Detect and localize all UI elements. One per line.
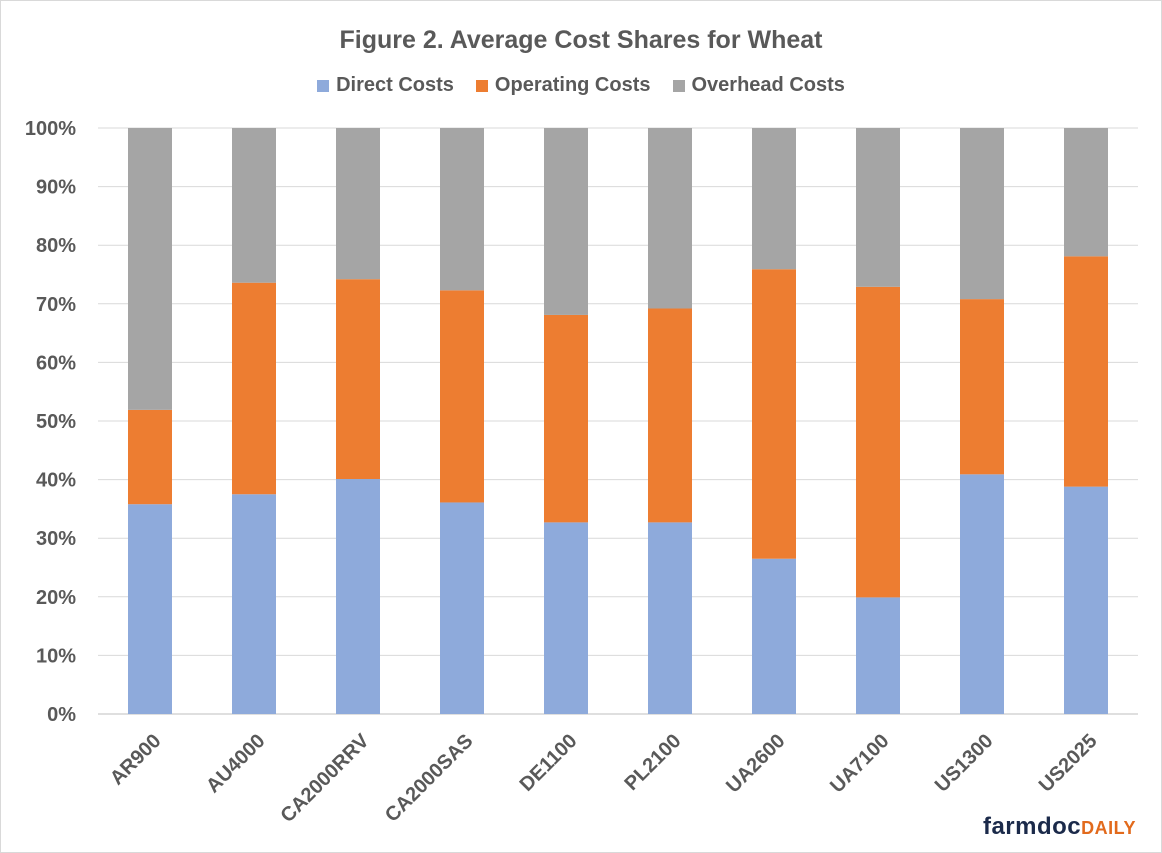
bar-overhead-costs-de1100: [544, 128, 588, 315]
x-tick-label: UA7100: [826, 730, 893, 797]
bar-direct-costs-us1300: [960, 474, 1004, 714]
chart-legend: Direct Costs Operating Costs Overhead Co…: [0, 74, 1162, 97]
bar-operating-costs-ua2600: [752, 269, 796, 559]
legend-item-operating-costs: Operating Costs: [475, 74, 651, 97]
bar-operating-costs-ca2000rrv: [336, 279, 380, 480]
bar-overhead-costs-ca2000sas: [440, 128, 484, 291]
x-tick-label: US2025: [1035, 730, 1102, 797]
x-tick-label: CA2000SAS: [381, 730, 478, 827]
y-tick-label: 100%: [25, 118, 76, 140]
x-tick-label: CA2000RRV: [276, 730, 374, 828]
farmdoc-daily-logo: farmdocDAILY: [983, 813, 1136, 841]
legend-item-overhead-costs: Overhead Costs: [672, 74, 845, 97]
bar-overhead-costs-ar900: [128, 128, 172, 410]
y-tick-label: 0%: [47, 704, 76, 726]
bar-direct-costs-au4000: [232, 494, 276, 714]
legend-swatch-operating-costs: [475, 79, 488, 92]
chart-title: Figure 2. Average Cost Shares for Wheat: [339, 26, 823, 54]
bar-direct-costs-ca2000rrv: [336, 479, 380, 714]
bar-operating-costs-de1100: [544, 314, 588, 523]
x-tick-label: AU4000: [202, 730, 269, 797]
y-tick-label: 60%: [36, 352, 76, 374]
bar-direct-costs-ca2000sas: [440, 502, 484, 714]
bar-overhead-costs-ca2000rrv: [336, 128, 380, 280]
logo-text-main: farmdoc: [982, 813, 1082, 840]
bar-direct-costs-ua2600: [752, 558, 796, 714]
bar-operating-costs-ar900: [128, 409, 172, 505]
bar-overhead-costs-ua7100: [856, 128, 900, 287]
bar-overhead-costs-ua2600: [752, 128, 796, 270]
bar-operating-costs-au4000: [232, 282, 276, 495]
legend-swatch-direct-costs: [317, 79, 330, 92]
bar-direct-costs-us2025: [1064, 486, 1108, 714]
legend-label-direct-costs: Direct Costs: [336, 74, 454, 96]
x-tick-label: PL2100: [620, 730, 685, 795]
bar-overhead-costs-pl2100: [648, 128, 692, 309]
bar-operating-costs-ca2000sas: [440, 290, 484, 503]
bar-operating-costs-us1300: [960, 299, 1004, 475]
y-tick-label: 70%: [36, 294, 76, 316]
legend-item-direct-costs: Direct Costs: [317, 74, 454, 97]
y-tick-label: 10%: [36, 645, 76, 667]
y-tick-label: 30%: [36, 528, 76, 550]
legend-label-overhead-costs: Overhead Costs: [691, 74, 845, 96]
bar-overhead-costs-us1300: [960, 128, 1004, 300]
x-tick-label: AR900: [106, 730, 166, 790]
logo-text-accent: DAILY: [1081, 818, 1136, 838]
bar-overhead-costs-au4000: [232, 128, 276, 283]
legend-swatch-overhead-costs: [672, 79, 685, 92]
y-tick-label: 80%: [36, 235, 76, 257]
x-tick-label: US1300: [931, 730, 998, 797]
bar-direct-costs-pl2100: [648, 522, 692, 714]
x-tick-label: DE1100: [516, 730, 582, 796]
y-tick-label: 20%: [36, 587, 76, 609]
bar-direct-costs-ua7100: [856, 597, 900, 714]
bar-overhead-costs-us2025: [1064, 128, 1108, 257]
bar-direct-costs-de1100: [544, 522, 588, 714]
legend-label-operating-costs: Operating Costs: [494, 74, 651, 96]
y-tick-label: 40%: [36, 470, 76, 492]
x-tick-label: UA2600: [722, 730, 789, 797]
y-tick-label: 90%: [36, 177, 76, 199]
bar-operating-costs-pl2100: [648, 308, 692, 523]
bar-operating-costs-us2025: [1064, 256, 1108, 487]
bar-direct-costs-ar900: [128, 504, 172, 714]
bar-operating-costs-ua7100: [856, 286, 900, 598]
y-tick-label: 50%: [36, 411, 76, 433]
